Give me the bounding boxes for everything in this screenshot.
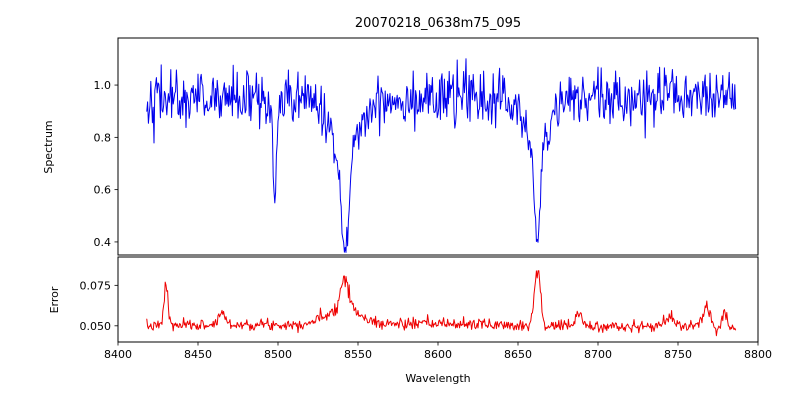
y-tick-label: 0.8 [94, 131, 112, 144]
x-tick-label: 8400 [104, 348, 132, 361]
chart-title: 20070218_0638m75_095 [355, 16, 521, 31]
x-tick-label: 8500 [264, 348, 292, 361]
x-axis-label: Wavelength [405, 372, 470, 385]
spectrum-axes-frame [117, 37, 759, 256]
x-tick-label: 8550 [344, 348, 372, 361]
x-tick-label: 8450 [184, 348, 212, 361]
y-tick-label: 0.050 [80, 320, 112, 333]
y-tick-label: 0.4 [94, 236, 112, 249]
y-tick-label: 0.6 [94, 184, 112, 197]
x-tick-label: 8600 [424, 348, 452, 361]
x-tick-label: 8750 [664, 348, 692, 361]
x-tick-label: 8700 [584, 348, 612, 361]
y-axis-label-error: Error [48, 286, 61, 313]
y-tick-label: 0.075 [80, 279, 112, 292]
error-axes-frame [117, 256, 759, 343]
y-tick-label: 1.0 [94, 79, 112, 92]
error-line [146, 270, 737, 337]
y-axis-label-spectrum: Spectrum [42, 120, 55, 173]
x-tick-label: 8650 [504, 348, 532, 361]
spectrum-line [146, 58, 737, 253]
x-tick-label: 8800 [744, 348, 772, 361]
axis-ticks: 8400 8450 8500 8550 8600 8650 8700 8750 8800 0.4 0… [80, 79, 773, 361]
